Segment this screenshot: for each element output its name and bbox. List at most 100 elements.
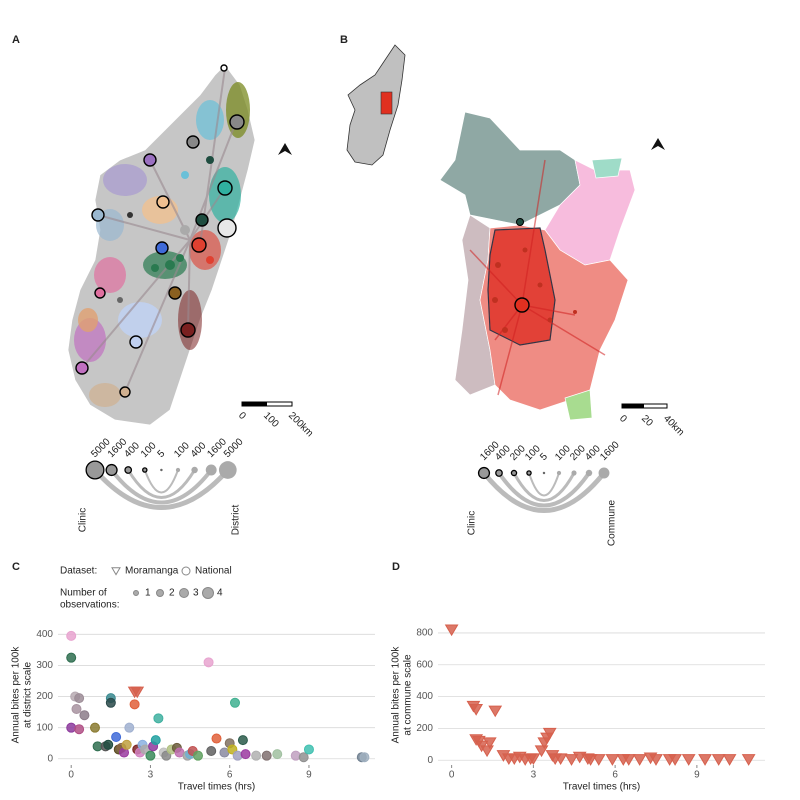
point	[741, 754, 756, 766]
x-tick-label: 0	[68, 770, 74, 781]
scale-bar	[242, 402, 267, 406]
region	[564, 389, 593, 421]
region	[103, 164, 147, 196]
legend-arc	[528, 472, 560, 497]
point	[66, 722, 77, 733]
legend-size	[526, 470, 532, 476]
region	[78, 308, 98, 332]
clinic	[514, 297, 530, 313]
legend-size	[142, 467, 148, 473]
clinic	[516, 218, 524, 226]
point	[193, 750, 204, 761]
legend-size	[191, 466, 198, 474]
legend-size-label: 400	[189, 440, 209, 460]
panel-label: A	[12, 34, 20, 46]
legend-size	[85, 460, 105, 480]
scale-bar	[622, 404, 644, 408]
y-tick-label: 600	[416, 659, 433, 670]
x-tick-label: 3	[148, 770, 154, 781]
point	[681, 754, 696, 766]
point	[71, 704, 82, 714]
x-tick-label: 6	[227, 770, 233, 781]
map-a	[67, 64, 293, 426]
legend-marker	[181, 566, 191, 576]
point	[121, 739, 132, 750]
legend-size-label: 1600	[598, 439, 622, 463]
point	[229, 697, 240, 708]
inset-island	[346, 44, 406, 166]
legend-size-label: 5000	[222, 436, 246, 460]
inset-highlight	[380, 91, 393, 115]
legend-size	[205, 464, 217, 476]
legend-size	[585, 469, 593, 477]
legend-size	[495, 469, 503, 477]
point	[711, 754, 726, 766]
point	[564, 754, 579, 766]
size-legend-marker	[202, 587, 214, 599]
y-tick-label: 400	[416, 691, 433, 702]
legend-size	[105, 463, 118, 477]
y-axis-label: at commune scale	[403, 654, 414, 736]
x-axis-label: Travel times (hrs)	[563, 782, 640, 793]
region	[178, 290, 202, 350]
y-axis-label: at district scale	[23, 661, 34, 728]
region	[94, 257, 126, 293]
panel-label: B	[340, 34, 348, 46]
x-tick-label: 3	[531, 770, 537, 781]
legend-left: Clinic	[78, 508, 89, 532]
point	[79, 710, 90, 721]
legend-label: National	[195, 566, 232, 577]
point	[130, 686, 145, 699]
panel-label: C	[12, 561, 20, 573]
point	[153, 713, 164, 724]
y-tick-label: 800	[416, 628, 433, 639]
north-arrow	[651, 138, 665, 150]
size-legend-title: observations:	[60, 600, 119, 611]
point	[649, 754, 663, 766]
point	[124, 722, 135, 733]
points	[492, 247, 577, 333]
point	[553, 753, 568, 766]
point	[303, 744, 314, 755]
legend-arc	[110, 468, 213, 505]
size-legend-marker	[133, 590, 139, 596]
point	[66, 652, 77, 663]
point	[89, 722, 100, 733]
y-axis-label: Annual bites per 100k	[391, 646, 402, 744]
point	[240, 749, 251, 760]
y-tick-label: 200	[36, 691, 53, 702]
size-legend-label: 2	[169, 588, 175, 599]
size-legend-marker	[156, 589, 164, 597]
point	[105, 697, 116, 708]
legend-arc	[93, 468, 230, 510]
legend-size	[477, 466, 491, 480]
point	[632, 754, 647, 766]
panel-label: D	[392, 561, 400, 573]
point	[251, 750, 262, 761]
point	[591, 754, 606, 766]
legend-arc	[143, 469, 179, 494]
point	[111, 732, 122, 742]
legend-size-label: 100	[139, 440, 159, 460]
legend-size-label: 5	[538, 451, 550, 463]
point	[698, 754, 712, 766]
point	[272, 749, 283, 760]
legend-arc	[482, 471, 606, 513]
scale-label: 40km	[661, 413, 686, 438]
point	[488, 705, 503, 718]
point	[150, 735, 161, 746]
point	[206, 746, 217, 756]
point	[74, 693, 85, 704]
legend-size	[542, 471, 546, 475]
legend-arc	[497, 471, 591, 508]
point	[211, 733, 222, 744]
scale-label: 200km	[286, 410, 315, 439]
size-legend-title: Number of	[60, 588, 107, 599]
region	[591, 157, 623, 179]
size-legend-label: 4	[217, 588, 223, 599]
point	[469, 704, 484, 716]
legend-title: Dataset:	[60, 566, 97, 577]
point	[203, 657, 214, 668]
x-axis-label: Travel times (hrs)	[178, 782, 255, 793]
